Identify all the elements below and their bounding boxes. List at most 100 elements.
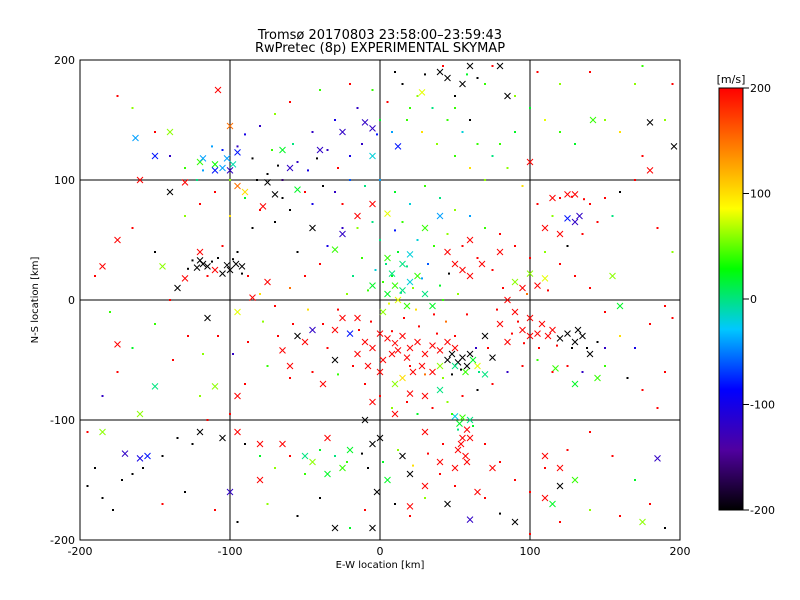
data-point-dot [476,77,479,79]
data-point-dot [484,497,486,499]
data-point-dot [277,164,279,167]
data-point-cross [301,338,309,346]
data-point-dot [172,359,174,361]
data-point-dot [229,179,231,181]
data-point-cross [564,215,571,222]
data-point-dot [484,443,486,445]
data-point-dot [341,203,344,205]
data-point-dot [589,203,591,205]
data-point-cross [459,80,466,88]
data-point-dot [217,257,219,259]
data-point-cross [436,458,444,466]
data-point-cross [466,416,474,424]
data-point-cross [384,476,391,484]
data-point-dot [424,73,426,76]
data-point-dot [536,203,539,205]
x-tick-label: 100 [520,545,541,558]
data-point-cross [421,224,429,232]
data-point-dot [319,89,321,91]
data-point-dot [337,167,339,169]
data-point-dot [217,335,219,337]
data-point-cross [571,338,579,346]
data-point-dot [604,365,606,367]
data-point-cross [166,188,174,196]
data-point-dot [551,371,554,373]
data-point-dot [371,89,374,91]
data-point-dot [611,455,614,457]
data-point-dot [619,191,621,193]
data-point-dot [476,143,479,145]
data-point-dot [421,131,423,133]
data-point-dot [326,347,329,349]
data-point-cross [526,314,534,322]
data-point-cross [556,230,564,238]
data-point-dot [374,269,377,271]
data-point-cross [489,464,496,472]
data-point-dot [266,503,269,505]
data-point-cross [279,440,286,448]
data-point-cross [391,339,399,347]
data-point-cross [211,161,219,168]
data-point-cross [436,68,444,76]
data-point-dot [634,83,636,85]
data-point-cross [429,342,436,349]
data-point-dot [236,521,239,523]
data-point-dot [544,251,546,253]
data-point-cross [384,254,391,262]
data-point-dot [367,467,369,469]
data-point-cross [646,119,654,126]
y-axis-label: N-S location [km] [30,257,41,344]
data-point-dot [187,335,189,337]
data-point-dot [101,395,104,397]
data-point-cross [279,347,286,354]
data-point-dot [196,179,198,181]
data-point-dot [289,287,291,289]
data-point-dot [364,509,366,511]
data-point-dot [154,251,156,253]
data-point-cross [414,272,421,280]
data-point-cross [181,275,189,282]
data-point-dot [619,515,621,517]
data-point-dot [391,330,393,333]
data-point-cross [121,450,129,457]
data-point-dot [391,131,393,133]
data-point-cross [556,335,564,342]
data-point-dot [337,373,339,376]
data-point-cross [223,155,231,162]
data-point-dot [379,119,381,121]
data-point-dot [619,335,621,337]
data-point-dot [529,533,531,535]
data-point-cross [211,167,219,174]
data-point-cross [241,188,249,196]
data-point-dot [571,195,573,198]
data-point-cross [549,326,556,334]
data-point-cross [346,446,354,454]
data-point-dot [671,251,674,253]
data-point-cross [99,428,106,436]
data-point-dot [296,251,299,253]
data-point-cross [670,143,678,150]
data-point-cross [346,330,354,337]
data-point-cross [466,434,474,442]
data-point-cross [286,362,294,370]
data-point-dot [496,308,498,311]
data-point-cross [271,191,279,198]
data-point-dot [385,263,387,265]
data-point-cross [199,155,207,162]
data-point-cross [331,524,339,532]
data-point-dot [349,83,351,85]
data-point-dot [641,65,644,67]
data-point-dot [461,395,464,397]
x-tick-label: 200 [670,545,691,558]
data-point-dot [184,491,186,493]
data-point-dot [311,371,314,373]
data-point-cross [181,179,189,186]
data-point-cross [541,452,549,460]
data-point-cross [309,458,316,466]
data-point-dot [394,71,396,73]
data-point-cross [339,464,346,472]
data-point-cross [526,270,534,277]
data-point-cross [541,224,549,232]
data-point-cross [466,236,474,244]
data-point-dot [472,425,474,427]
